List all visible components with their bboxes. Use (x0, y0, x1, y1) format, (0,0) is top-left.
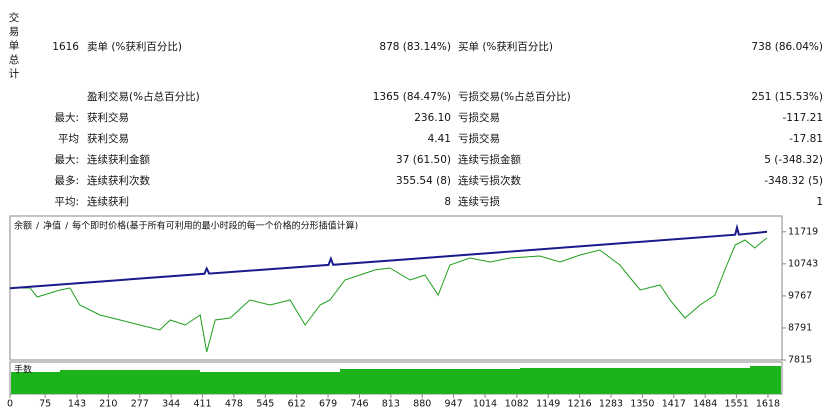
x-tick-label: 612 (288, 399, 306, 410)
chart-subtitle: 每个即时价格(基于所有可利用的最小时段的每一个价格的分形插值计算) (72, 220, 358, 232)
stat-value: 1365 (84.47%) (373, 91, 451, 103)
legend-separator: / (36, 222, 40, 232)
stat-name: 连续获利次数 (87, 174, 150, 187)
series-line (10, 237, 768, 353)
stat-value: -17.81 (789, 133, 823, 145)
x-tick-label: 210 (99, 399, 117, 410)
row-label: 最大: (54, 111, 79, 124)
side-title-char: 交 (9, 11, 20, 24)
stat-value: 8 (444, 196, 451, 208)
x-tick-label: 1417 (662, 399, 686, 410)
y-tick-label: 11719 (788, 226, 818, 237)
x-tick-label: 1350 (630, 399, 654, 410)
x-tick-label: 947 (445, 399, 463, 410)
y-tick-label: 9767 (788, 290, 812, 301)
x-tick-label: 746 (350, 399, 368, 410)
stat-value: 251 (15.53%) (751, 91, 823, 103)
stat-name: 连续亏损次数 (458, 174, 521, 187)
side-title-char: 单 (9, 40, 20, 52)
plot-frame (9, 215, 783, 361)
x-tick-label: 1082 (505, 399, 529, 410)
x-tick-label: 1551 (724, 399, 748, 410)
side-title-char: 计 (9, 67, 20, 80)
stat-value: 1 (816, 196, 823, 208)
x-tick-label: 679 (319, 399, 337, 410)
x-tick-label: 75 (39, 399, 51, 410)
stat-value: 878 (83.14%) (379, 41, 451, 53)
x-tick-label: 1014 (473, 399, 497, 410)
stat-name: 连续获利金额 (87, 153, 150, 166)
x-tick-label: 478 (225, 399, 243, 410)
stat-name: 亏损交易 (458, 111, 500, 124)
stat-value: 4.41 (428, 133, 451, 145)
x-tick-label: 143 (68, 399, 86, 410)
stat-name: 亏损交易 (458, 132, 500, 145)
stat-value: 5 (-348.32) (764, 154, 823, 166)
stat-name: 盈利交易(%占总百分比) (87, 90, 200, 103)
stat-name: 连续亏损金额 (458, 153, 521, 166)
series-line (9, 223, 768, 290)
legend-separator: / (65, 222, 69, 232)
x-tick-label: 545 (256, 399, 274, 410)
stat-name: 买单 (%获利百分比) (458, 40, 553, 53)
stat-value: -117.21 (782, 112, 823, 124)
stat-name: 连续亏损 (458, 195, 500, 208)
x-tick-label: 1618 (756, 399, 780, 410)
side-title-char: 易 (9, 26, 20, 38)
row-label: 平均: (54, 196, 79, 208)
stat-value: -348.32 (5) (764, 175, 823, 187)
row-label: 最多: (54, 174, 79, 187)
stat-name: 获利交易 (87, 132, 129, 145)
x-tick-label: 1484 (693, 399, 717, 410)
stat-value: 738 (86.04%) (751, 41, 823, 53)
row-label: 最大: (54, 153, 79, 166)
y-tick-label: 8791 (788, 322, 812, 333)
stat-name: 卖单 (%获利百分比) (87, 40, 182, 53)
row-label: 1616 (52, 41, 79, 53)
stat-value: 37 (61.50) (396, 154, 451, 166)
side-title-char: 总 (9, 53, 20, 66)
x-tick-label: 813 (382, 399, 400, 410)
y-tick-label: 10743 (788, 258, 818, 269)
legend-entry: 净值 (43, 220, 61, 232)
stat-value: 236.10 (414, 112, 451, 124)
volume-area (11, 366, 781, 394)
volume-label: 手数 (14, 364, 32, 376)
stat-name: 亏损交易(%占总百分比) (458, 90, 571, 103)
stat-value: 355.54 (8) (396, 175, 451, 187)
x-tick-label: 880 (413, 399, 431, 410)
stat-name: 获利交易 (87, 111, 129, 124)
x-tick-label: 1216 (568, 399, 592, 410)
x-tick-label: 411 (193, 399, 211, 410)
x-tick-label: 277 (131, 399, 149, 410)
y-tick-label: 7815 (788, 355, 812, 366)
legend-entry: 余额 (14, 220, 32, 232)
row-label: 平均 (58, 133, 79, 145)
x-tick-label: 1283 (599, 399, 623, 410)
x-tick-label: 344 (162, 399, 180, 410)
x-tick-label: 1149 (536, 399, 560, 410)
stat-name: 连续获利 (87, 195, 129, 208)
x-tick-label: 0 (7, 399, 13, 410)
